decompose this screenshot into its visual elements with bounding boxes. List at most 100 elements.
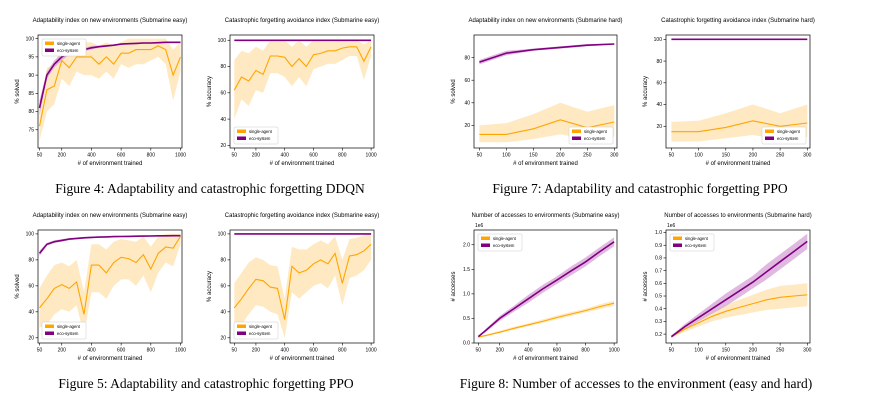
x-tick-label: 1000 [175,348,186,354]
y-tick-label: 100 [218,232,227,238]
legend-swatch-single-agent [765,129,774,133]
caption-figure-4: Figure 4: Adaptability and catastrophic … [55,181,365,196]
series-line-single-agent [478,302,615,338]
series-line-eco-system [477,241,615,338]
series-line-eco-system [670,240,808,338]
x-tick-label: 1000 [175,153,186,159]
legend-swatch-single-agent [45,324,54,328]
y-tick-label: 20 [220,336,226,342]
y-tick-label: 0.2 [655,332,662,338]
series-line-eco-system [38,234,181,254]
legend-swatch-eco-system [481,243,490,247]
y-tick-label: 60 [656,81,662,87]
axis-offset-label: 1e6 [667,223,676,229]
y-tick-label: 75 [28,127,34,133]
x-tick-label: 50 [232,348,238,354]
x-axis-label: # of environment trained [513,161,578,167]
x-tick-label: 200 [252,348,261,354]
confidence-band-single-agent [39,233,181,336]
x-axis-label: # of environment trained [78,356,143,362]
chart-fig5a: Adaptability index on new environments (… [15,213,187,362]
plot-frame [229,34,375,149]
legend-swatch-single-agent [673,236,682,240]
plot-frame [37,229,183,344]
chart-fig7a: Adaptability index on new environments (… [451,18,623,167]
legend-label: eco-system [57,48,79,53]
chart-title: Catastrophic forgetting avoidance index … [661,18,815,24]
y-tick-label: 1.0 [463,292,470,298]
y-tick-label: 100 [218,38,227,44]
x-tick-label: 800 [581,348,590,354]
legend-swatch-eco-system [45,48,54,52]
y-tick-label: 80 [220,64,226,70]
y-axis-label: % solved [15,274,21,298]
y-tick-label: 80 [464,55,470,61]
x-tick-label: 400 [281,348,290,354]
legend-swatch-eco-system [237,136,246,140]
y-axis-label: % accuracy [207,76,213,107]
y-tick-label: 20 [464,123,470,129]
y-tick-label: 90 [28,73,34,79]
x-axis-label: # of environment trained [706,356,771,362]
series-line-single-agent [39,236,181,315]
x-tick-label: 800 [147,348,156,354]
legend-label: single-agent [584,129,608,134]
y-tick-label: 1.5 [463,267,470,273]
x-tick-label: 250 [583,153,592,159]
chart-title: Catastrophic forgetting avoidance index … [225,18,379,24]
plot-frame [229,229,375,344]
chart-fig5b: Catastrophic forgetting avoidance index … [207,213,379,362]
legend: single-agent eco-system [233,321,279,340]
series-line-eco-system [479,43,615,63]
plot-frame [473,229,618,344]
x-tick-label: 200 [496,348,505,354]
chart-fig8a: Number of accesses to environments (Subm… [451,213,620,362]
legend: single-agent eco-system [233,126,279,145]
x-tick-label: 50 [669,153,675,159]
chart-title: Catastrophic forgetting avoidance index … [225,213,379,219]
x-tick-label: 300 [803,348,812,354]
x-tick-label: 400 [281,153,290,159]
axis-offset-label: 1e6 [475,223,484,229]
y-tick-label: 0.5 [655,294,662,300]
y-tick-label: 0.9 [655,243,662,249]
x-tick-label: 400 [524,348,533,354]
x-tick-label: 600 [117,153,126,159]
legend: single-agent eco-system [41,38,87,57]
legend-label: eco-system [777,136,799,141]
x-tick-label: 50 [232,153,238,159]
y-axis-label: % accuracy [207,271,213,302]
x-axis-label: # of environment trained [513,356,578,362]
x-tick-label: 50 [669,348,675,354]
chart-fig8b: Number of accesses to environments (Subm… [643,213,812,362]
legend-swatch-single-agent [572,129,581,133]
y-tick-label: 80 [28,109,34,115]
y-axis-label: % accuracy [643,76,649,107]
plot-frame [37,34,183,149]
y-tick-label: 80 [656,59,662,65]
y-tick-label: 40 [220,310,226,316]
x-axis-label: # of environment trained [270,161,335,167]
confidence-band-single-agent [234,40,372,120]
y-tick-label: 100 [26,36,35,42]
x-tick-label: 200 [749,348,758,354]
x-tick-label: 800 [147,153,156,159]
legend-label: single-agent [493,236,517,241]
x-tick-label: 1000 [366,153,377,159]
x-tick-label: 200 [749,153,758,159]
chart-fig7b: Catastrophic forgetting avoidance index … [643,18,815,167]
x-tick-label: 50 [477,153,483,159]
chart-title: Number of accesses to environments (Subm… [664,213,811,219]
y-axis-label: # accesses [451,271,457,301]
caption-figure-5: Figure 5: Adaptability and catastrophic … [58,376,354,391]
confidence-band-eco-system [671,233,808,338]
y-tick-label: 40 [656,102,662,108]
y-tick-label: 0.8 [655,256,662,262]
caption-figure-8: Figure 8: Number of accesses to the envi… [459,376,813,391]
legend-swatch-eco-system [237,331,246,335]
x-tick-label: 50 [37,153,43,159]
y-axis-label: % solved [451,79,457,103]
y-tick-label: 95 [28,55,34,61]
y-tick-label: 80 [220,258,226,264]
